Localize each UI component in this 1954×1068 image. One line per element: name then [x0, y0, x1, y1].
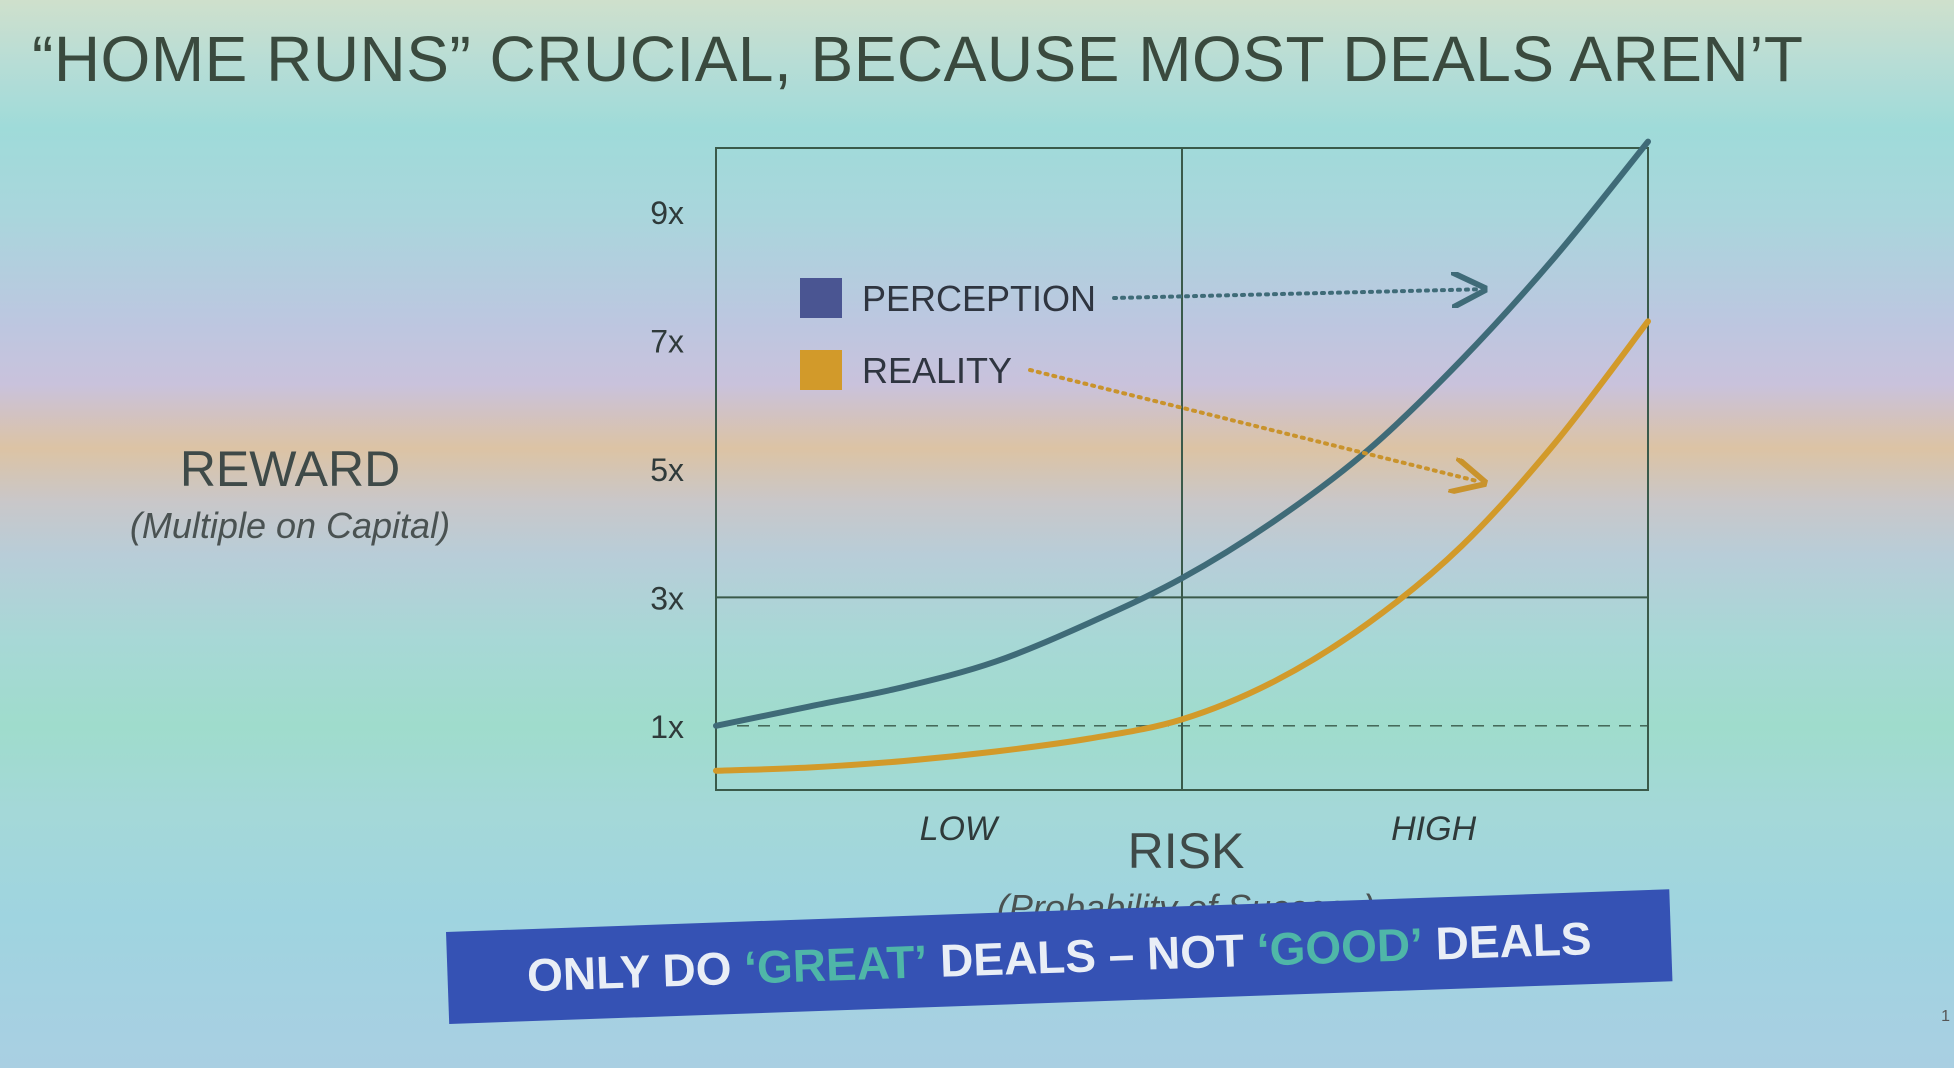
- slide-title: “HOME RUNS” CRUCIAL, BECAUSE MOST DEALS …: [32, 23, 1804, 95]
- series-line-reality: [713, 318, 1651, 774]
- legend-swatch-perception: [800, 278, 842, 318]
- banner-text-3: DEALS: [1421, 912, 1593, 970]
- y-tick-label-7x: 7x: [650, 324, 684, 360]
- y-tick-label-1x: 1x: [650, 709, 684, 745]
- y-tick-label-9x: 9x: [650, 195, 684, 231]
- series-line-perception: [713, 138, 1651, 729]
- legend-swatch-reality: [800, 350, 842, 390]
- banner-text-2: DEALS – NOT: [926, 923, 1258, 988]
- x-tick-label-low: LOW: [920, 810, 1000, 848]
- legend-label-perception: PERCEPTION: [862, 278, 1096, 319]
- y-tick-label-3x: 3x: [650, 580, 684, 616]
- banner-text-1: ONLY DO: [526, 941, 746, 1002]
- annotation-arrow-perception: [1112, 289, 1480, 298]
- page-number: 1: [1941, 1008, 1950, 1025]
- banner-highlight-great: ‘GREAT’: [743, 935, 929, 994]
- banner-highlight-good: ‘GOOD’: [1255, 917, 1424, 976]
- y-axis-title: REWARD: [179, 441, 401, 497]
- y-axis-subtitle: (Multiple on Capital): [129, 505, 451, 546]
- legend-label-reality: REALITY: [862, 350, 1012, 391]
- annotation-arrow-reality: [1028, 368, 1480, 482]
- y-tick-label-5x: 5x: [650, 452, 684, 488]
- x-tick-label-high: HIGH: [1391, 810, 1476, 848]
- x-axis-title: RISK: [1128, 823, 1245, 879]
